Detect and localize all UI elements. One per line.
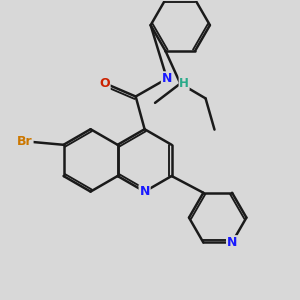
Text: H: H	[179, 76, 189, 90]
Text: N: N	[162, 72, 172, 85]
Text: N: N	[140, 185, 150, 198]
Text: N: N	[227, 236, 237, 249]
Text: Br: Br	[17, 135, 33, 148]
Text: O: O	[99, 76, 110, 90]
